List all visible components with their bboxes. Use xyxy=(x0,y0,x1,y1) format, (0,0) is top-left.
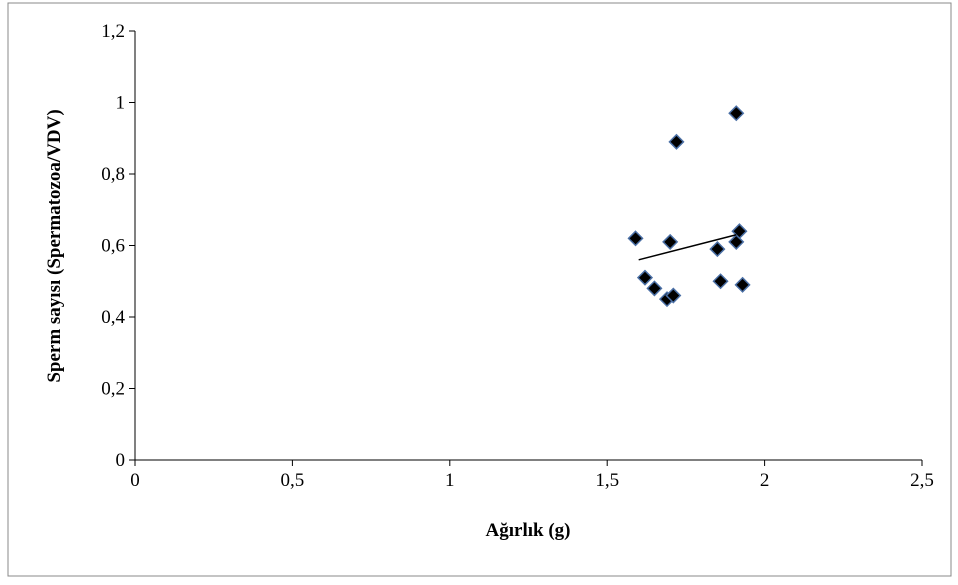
y-tick-label: 0,2 xyxy=(101,379,125,400)
marker xyxy=(662,233,679,250)
marker xyxy=(709,241,726,258)
y-tick-label: 1 xyxy=(116,93,126,114)
y-tick-label: 0 xyxy=(116,450,126,471)
x-tick-label: 2,5 xyxy=(910,470,934,491)
chart-border xyxy=(7,2,952,577)
marker xyxy=(712,273,729,290)
x-tick-label: 2 xyxy=(760,470,770,491)
x-axis-title: Ağırlık (g) xyxy=(486,520,571,541)
marker xyxy=(665,287,682,304)
y-tick-label: 0,6 xyxy=(101,236,125,257)
y-tick-label: 0,8 xyxy=(101,164,125,185)
marker xyxy=(668,133,685,150)
x-tick-label: 0,5 xyxy=(281,470,305,491)
y-tick-label: 0,4 xyxy=(101,307,125,328)
marker xyxy=(627,230,644,247)
marker xyxy=(728,105,745,122)
y-axis-title: Sperm sayısı (Spermatozoa/VDV) xyxy=(44,109,65,382)
marker xyxy=(734,276,751,293)
y-tick-label: 1,2 xyxy=(101,21,125,42)
x-tick-label: 0 xyxy=(130,470,140,491)
x-tick-label: 1,5 xyxy=(595,470,619,491)
marker xyxy=(636,269,654,286)
x-tick-label: 1 xyxy=(445,470,455,491)
marker xyxy=(646,280,663,297)
trendline xyxy=(638,234,737,261)
